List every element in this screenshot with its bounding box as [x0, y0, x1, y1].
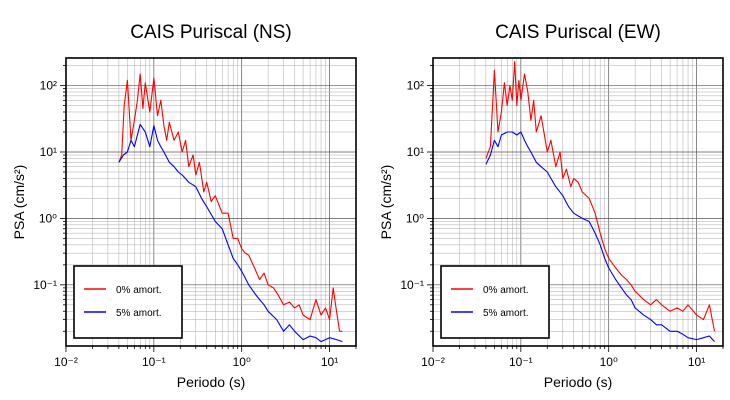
series-line-undamped — [118, 73, 343, 332]
x-axis-label: Periodo (s) — [544, 374, 612, 390]
x-tick-label: 10⁻² — [421, 355, 445, 369]
y-axis-label: PSA (cm/s²) — [378, 165, 394, 240]
series-line-undamped — [485, 60, 716, 332]
y-tick-label: 10² — [407, 79, 424, 93]
x-tick-labels: 10⁻² 10⁻¹ 10⁰ 10¹ — [421, 355, 705, 369]
axis-ticks — [60, 65, 357, 352]
legend-label: 0% amort. — [483, 285, 529, 296]
y-tick-label: 10¹ — [40, 145, 57, 159]
x-tick-label: 10⁰ — [233, 355, 251, 369]
x-tick-labels: 10⁻² 10⁻¹ 10⁰ 10¹ — [54, 355, 338, 369]
plot-lines — [485, 60, 716, 342]
x-tick-label: 10¹ — [321, 355, 338, 369]
y-tick-label: 10⁰ — [406, 211, 424, 225]
plot-lines — [118, 73, 343, 343]
plot-frame — [432, 57, 724, 347]
legend: 0% amort. 5% amort. — [73, 265, 183, 339]
y-tick-label: 10² — [40, 79, 57, 93]
gridlines — [65, 58, 357, 346]
legend-box — [73, 265, 183, 339]
y-axis-label: PSA (cm/s²) — [11, 165, 27, 240]
legend-label: 5% amort. — [483, 308, 529, 319]
x-tick-label: 10⁻² — [54, 355, 78, 369]
legend-label: 0% amort. — [116, 285, 162, 296]
axis-ticks — [427, 65, 724, 352]
series-line-damped — [118, 123, 343, 343]
plot-frame — [65, 57, 357, 347]
x-tick-label: 10¹ — [688, 355, 705, 369]
y-tick-labels: 10⁻¹ 10⁰ 10¹ 10² — [400, 79, 424, 292]
x-tick-label: 10⁰ — [600, 355, 618, 369]
y-tick-label: 10⁰ — [39, 211, 57, 225]
x-axis-label: Periodo (s) — [177, 374, 245, 390]
y-tick-label: 10⁻¹ — [33, 278, 57, 292]
legend-label: 5% amort. — [116, 308, 162, 319]
x-tick-label: 10⁻¹ — [142, 355, 166, 369]
legend-box — [440, 265, 550, 339]
y-tick-label: 10¹ — [407, 145, 424, 159]
series-line-damped — [485, 131, 715, 342]
legend: 0% amort. 5% amort. — [440, 265, 550, 339]
y-tick-label: 10⁻¹ — [400, 278, 424, 292]
chart-title: CAIS Puriscal (NS) — [130, 22, 292, 43]
chart-title: CAIS Puriscal (EW) — [495, 22, 661, 43]
x-tick-label: 10⁻¹ — [509, 355, 533, 369]
chart-panel-ew: CAIS Puriscal (EW) 10⁻² 10⁻¹ 10⁰ 10¹ 10⁻¹10… — [378, 22, 724, 390]
y-tick-labels: 10⁻¹ 10⁰ 10¹ 10² — [33, 79, 57, 292]
chart-panel-ns: CAIS Puriscal (NS) 10⁻² 10⁻¹ 10⁰ 10¹ 10⁻¹10… — [11, 22, 357, 390]
